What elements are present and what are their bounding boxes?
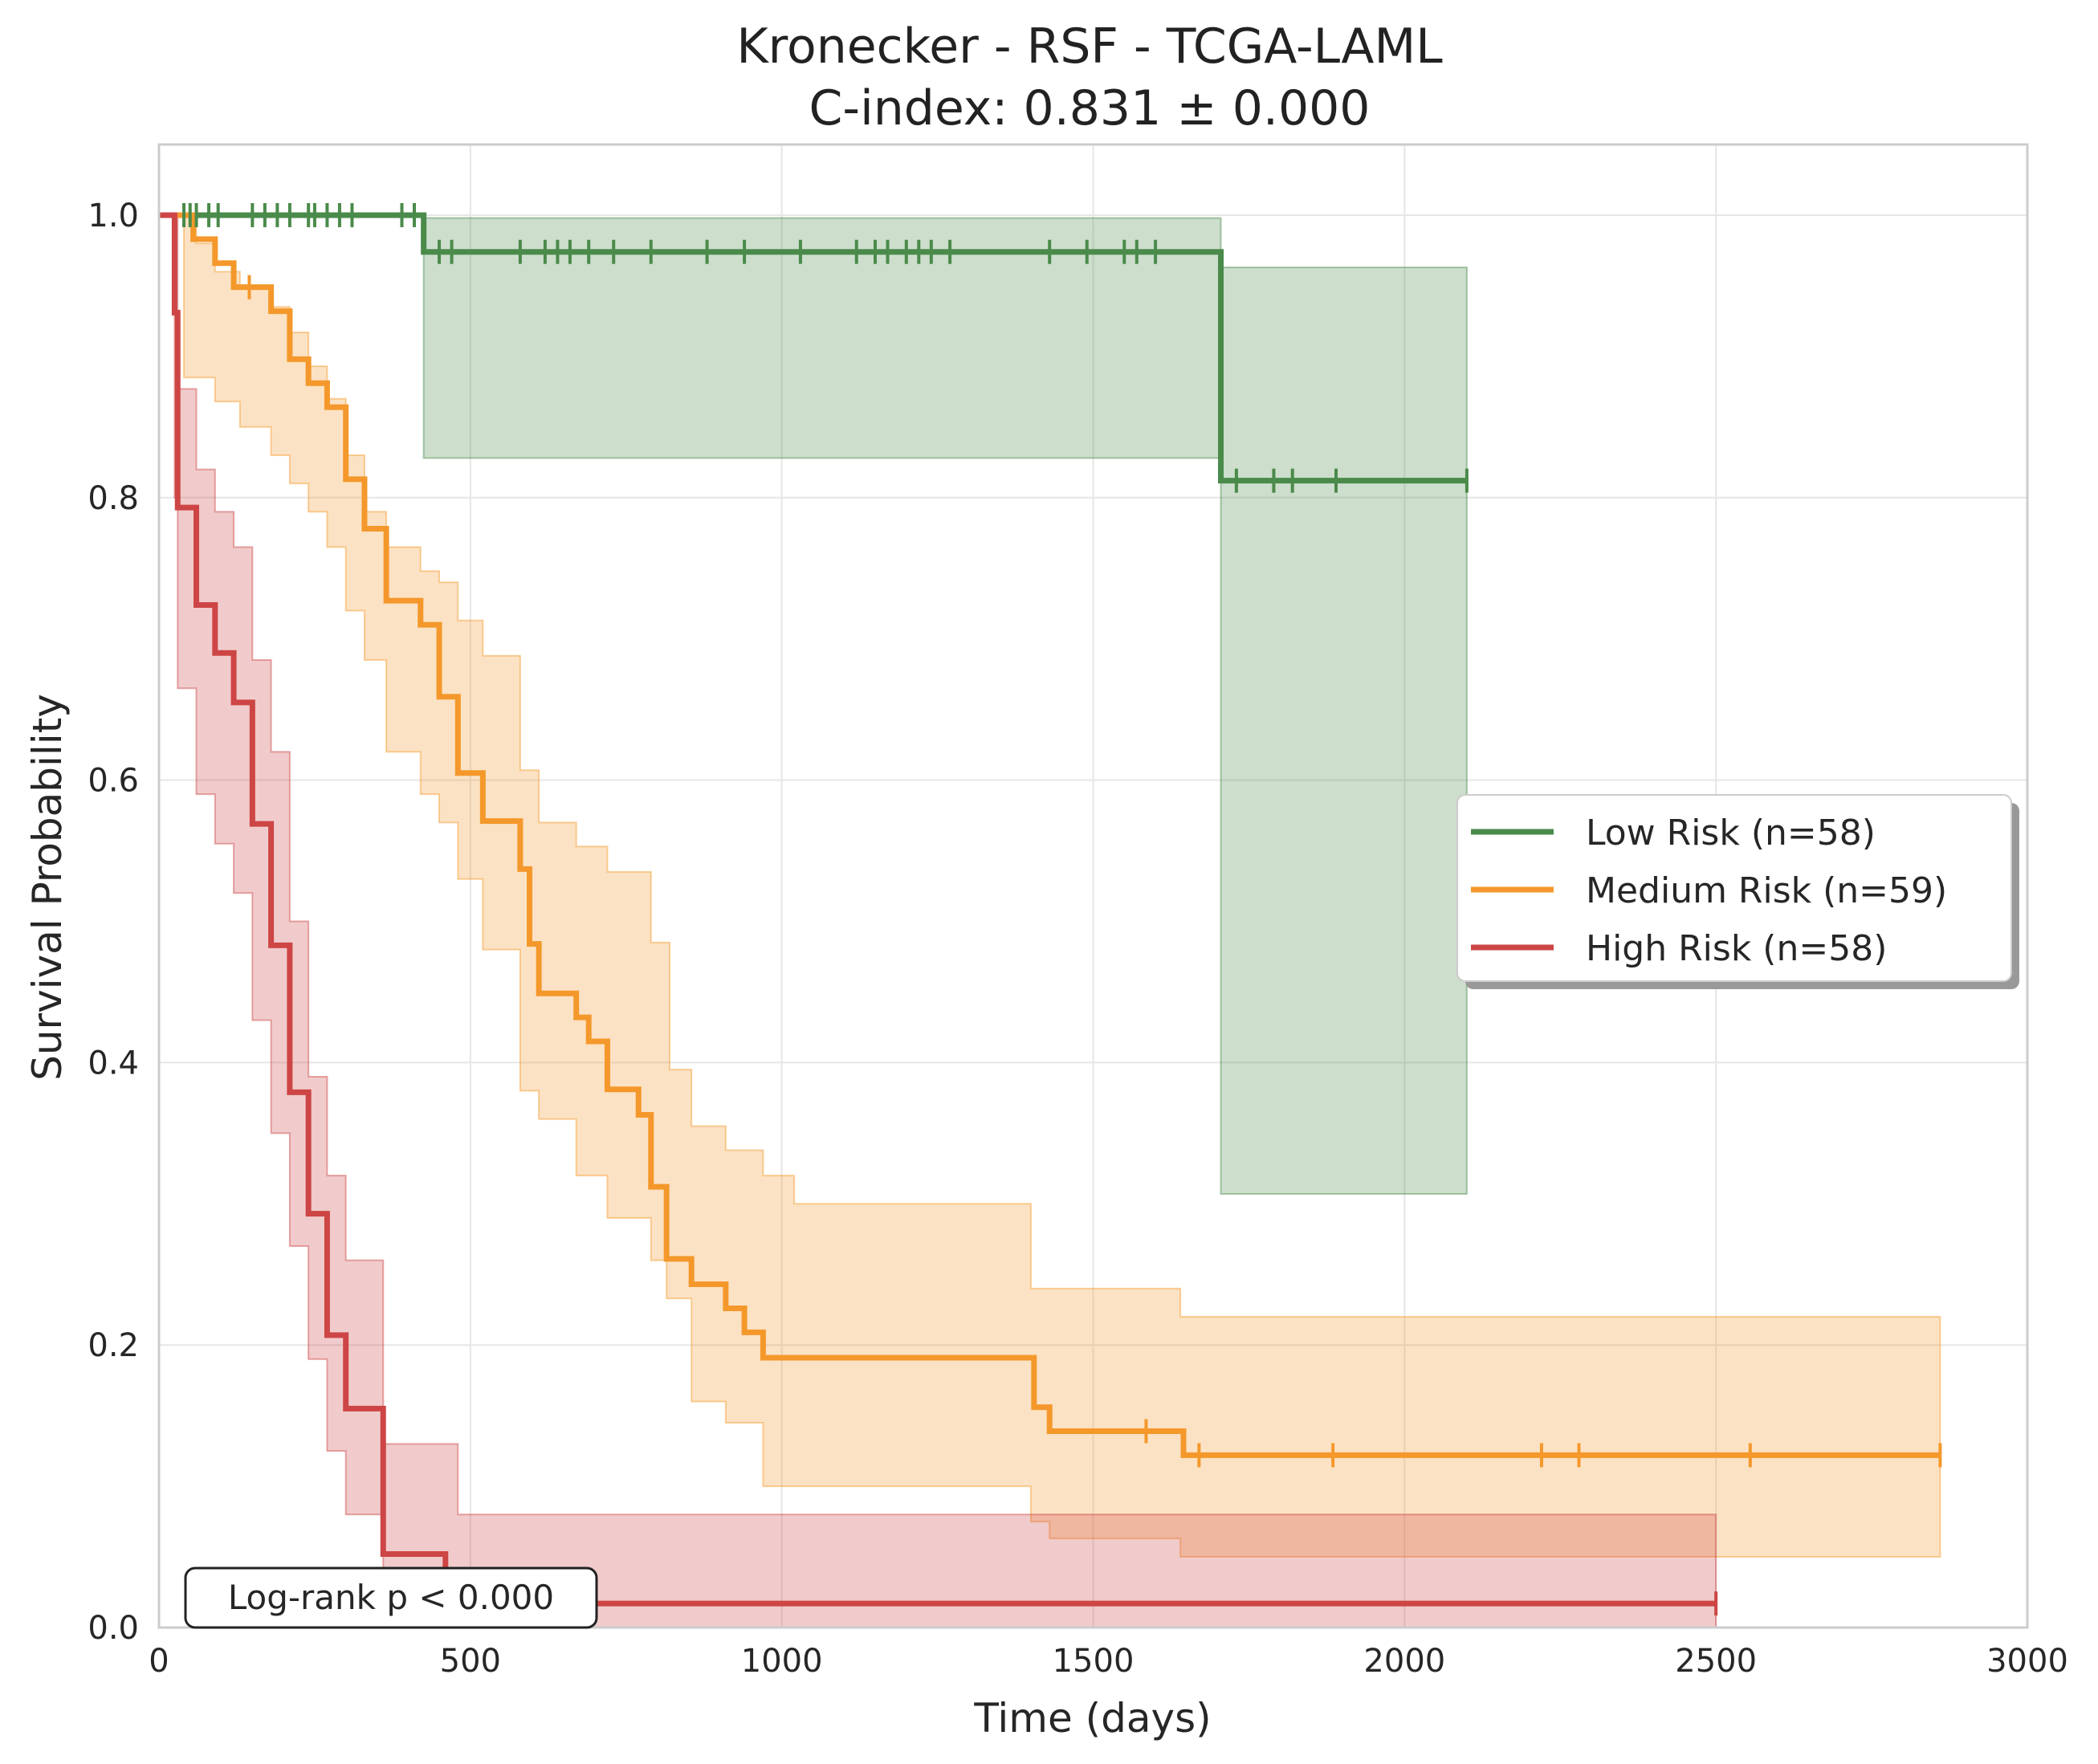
medium-risk-legend-label: Medium Risk (n=59): [1586, 870, 1947, 911]
logrank-pvalue: Log-rank p < 0.000: [228, 1578, 554, 1617]
x-tick-label: 3000: [1986, 1643, 2068, 1680]
chart-title: Kronecker - RSF - TCGA-LAML: [736, 18, 1443, 75]
legend: Low Risk (n=58) Medium Risk (n=59) High Ri…: [1456, 794, 2019, 989]
x-tick-label: 500: [440, 1643, 501, 1680]
y-tick-label: 0.4: [88, 1045, 139, 1082]
y-tick-label: 1.0: [88, 198, 139, 234]
high-risk-confidence-band: [173, 214, 1717, 1628]
x-tick-label: 0: [149, 1643, 169, 1680]
x-tick-label: 1000: [741, 1643, 823, 1680]
annotation-box: [184, 1566, 598, 1629]
y-tick-label: 0.6: [88, 763, 139, 800]
legend-box: [1456, 794, 2012, 982]
x-axis-label: Time (days): [973, 1695, 1211, 1742]
low-risk-confidence-band: [422, 217, 1468, 1195]
logrank-annotation: Log-rank p < 0.000: [184, 1566, 598, 1629]
medium-risk-survival-curve: [159, 212, 1941, 1458]
legend-items: Low Risk (n=58) Medium Risk (n=59) High Ri…: [1471, 813, 1947, 969]
y-axis-ticks: 0.0 0.2 0.4 0.6 0.8 1.0: [88, 198, 139, 1647]
chart-subtitle: C-index: 0.831 ± 0.000: [809, 80, 1371, 136]
survival-curves: [159, 212, 1941, 1607]
high-risk-survival-curve: [159, 212, 1717, 1607]
plot-frame: [157, 143, 2029, 1629]
x-tick-label: 2000: [1363, 1643, 1445, 1680]
x-axis-ticks: 0 500 1000 1500 2000 2500 3000: [149, 1643, 2068, 1680]
low-risk-survival-curve: [159, 212, 1467, 484]
x-tick-label: 1500: [1053, 1643, 1135, 1680]
x-tick-label: 2500: [1675, 1643, 1757, 1680]
y-axis-label: Survival Probability: [24, 694, 71, 1081]
y-tick-label: 0.2: [88, 1327, 139, 1364]
y-tick-label: 0.0: [88, 1610, 139, 1647]
high-risk-legend-label: High Risk (n=58): [1586, 928, 1887, 969]
y-tick-label: 0.8: [88, 480, 139, 517]
confidence-bands: [173, 214, 1941, 1628]
censor-marks: [182, 202, 1942, 1616]
low-risk-legend-label: Low Risk (n=58): [1586, 813, 1876, 853]
